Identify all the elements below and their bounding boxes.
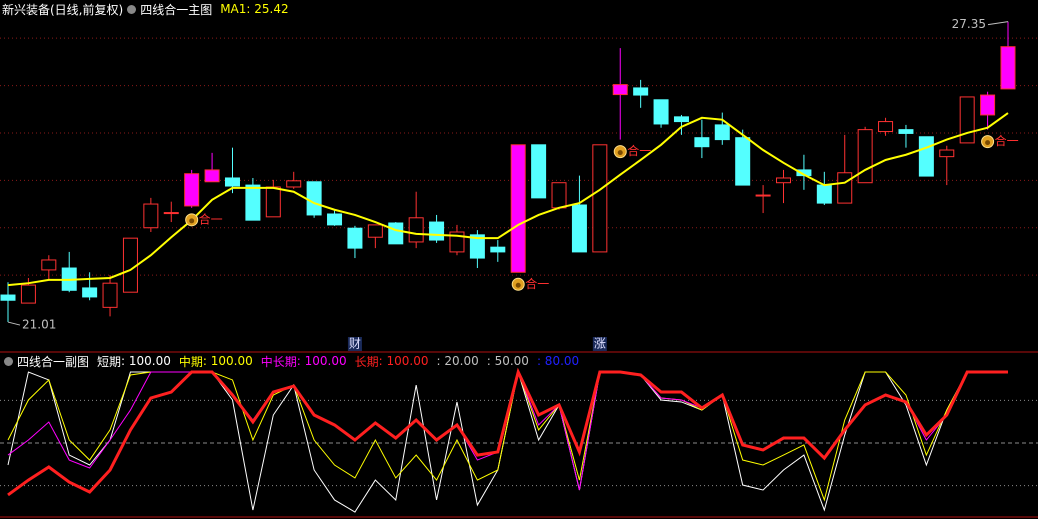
chart-subtitle: 四线合一主图 [140, 2, 213, 17]
signal-label: 合一 [627, 143, 651, 158]
level-label: : 20.00 [436, 354, 479, 368]
candle-body [898, 129, 914, 134]
candle-body [857, 129, 873, 184]
menu-icon[interactable] [4, 356, 13, 366]
candle-body [592, 144, 608, 253]
ma-line [7, 112, 1009, 287]
legend-name: 中期 [178, 354, 203, 369]
candle-body [0, 294, 16, 301]
candle-body [878, 121, 894, 133]
event-label: 财 [349, 337, 361, 351]
candle-body [224, 177, 240, 187]
event-badge [347, 337, 362, 351]
candle-body [673, 116, 689, 123]
signal-label: 合一 [525, 276, 549, 291]
signal-icon-inner [617, 150, 623, 156]
candle-body [429, 221, 445, 241]
candle-body [531, 144, 547, 199]
candle-body [653, 99, 669, 125]
candle-body [102, 282, 118, 308]
candle-body [959, 96, 975, 144]
candle-body [980, 94, 996, 116]
candle-body [408, 217, 424, 243]
candle-body [20, 284, 36, 304]
candle-body [245, 184, 261, 221]
candle-body [918, 136, 934, 177]
candle-body [1000, 46, 1016, 90]
candle-body [388, 222, 404, 245]
series-line [7, 367, 1008, 497]
signal-icon-inner [515, 282, 521, 288]
candle-body [469, 234, 485, 259]
legend-name: 中长期 [260, 354, 297, 369]
candle-body [347, 227, 363, 249]
candle-body [286, 180, 302, 188]
level-label: : 80.00 [536, 354, 580, 368]
ma-name: MA1 [220, 2, 247, 16]
signal-icon-inner [985, 140, 991, 146]
legend-value: : 100.00 [202, 354, 253, 368]
candle-body [776, 177, 792, 184]
legend-value: : 100.00 [296, 354, 347, 368]
signal-label: 合一 [995, 133, 1019, 148]
chart-title: 四线合一副图 [17, 354, 90, 369]
candle-body [714, 124, 730, 141]
candle-body [571, 204, 587, 253]
candle-body [41, 259, 57, 271]
candle-body [327, 213, 343, 226]
candle-body [735, 137, 751, 186]
sub-header: 四线合一副图 短期: 100.00 中期: 100.00 中长期: 100.00 长期… [0, 352, 579, 370]
candle-body [367, 224, 383, 238]
candle-body [755, 194, 771, 197]
main-header: 新兴装备(日线,前复权) 四线合一主图 MA1: 25.42 [2, 0, 289, 18]
extreme-pointer [7, 321, 21, 326]
legend-name: 长期 [354, 354, 379, 369]
candle-body [184, 173, 200, 207]
candle-body [306, 181, 322, 216]
candle-body [143, 203, 159, 229]
candle-body [551, 182, 567, 209]
candle-body [694, 137, 710, 148]
menu-icon[interactable] [127, 4, 137, 14]
candle-body [490, 246, 506, 253]
ma-value: : 25.42 [246, 2, 289, 16]
legend-value: : 100.00 [378, 354, 429, 368]
candle-body [612, 84, 628, 96]
legend-value: : 100.00 [121, 354, 171, 368]
candle-body [510, 144, 526, 273]
candle-body [82, 287, 98, 298]
signal-icon-inner [189, 218, 195, 224]
candle-body [939, 149, 955, 158]
legend-name: 短期 [97, 354, 122, 369]
candle-body [265, 186, 281, 218]
extreme-label: 27.35 [952, 17, 986, 31]
chart-title: 新兴装备(日线,前复权) [2, 2, 124, 17]
candle-body [837, 172, 853, 204]
event-label: 涨 [594, 336, 606, 351]
event-badge [592, 337, 607, 351]
extreme-label: 21.01 [22, 318, 56, 332]
candle-body [163, 212, 179, 215]
signal-label: 合一 [199, 211, 223, 226]
candle-body [204, 169, 220, 183]
candle-body [816, 184, 832, 204]
candle-body [633, 87, 649, 96]
extreme-pointer [987, 21, 1009, 26]
level-label: : 50.00 [486, 354, 529, 368]
